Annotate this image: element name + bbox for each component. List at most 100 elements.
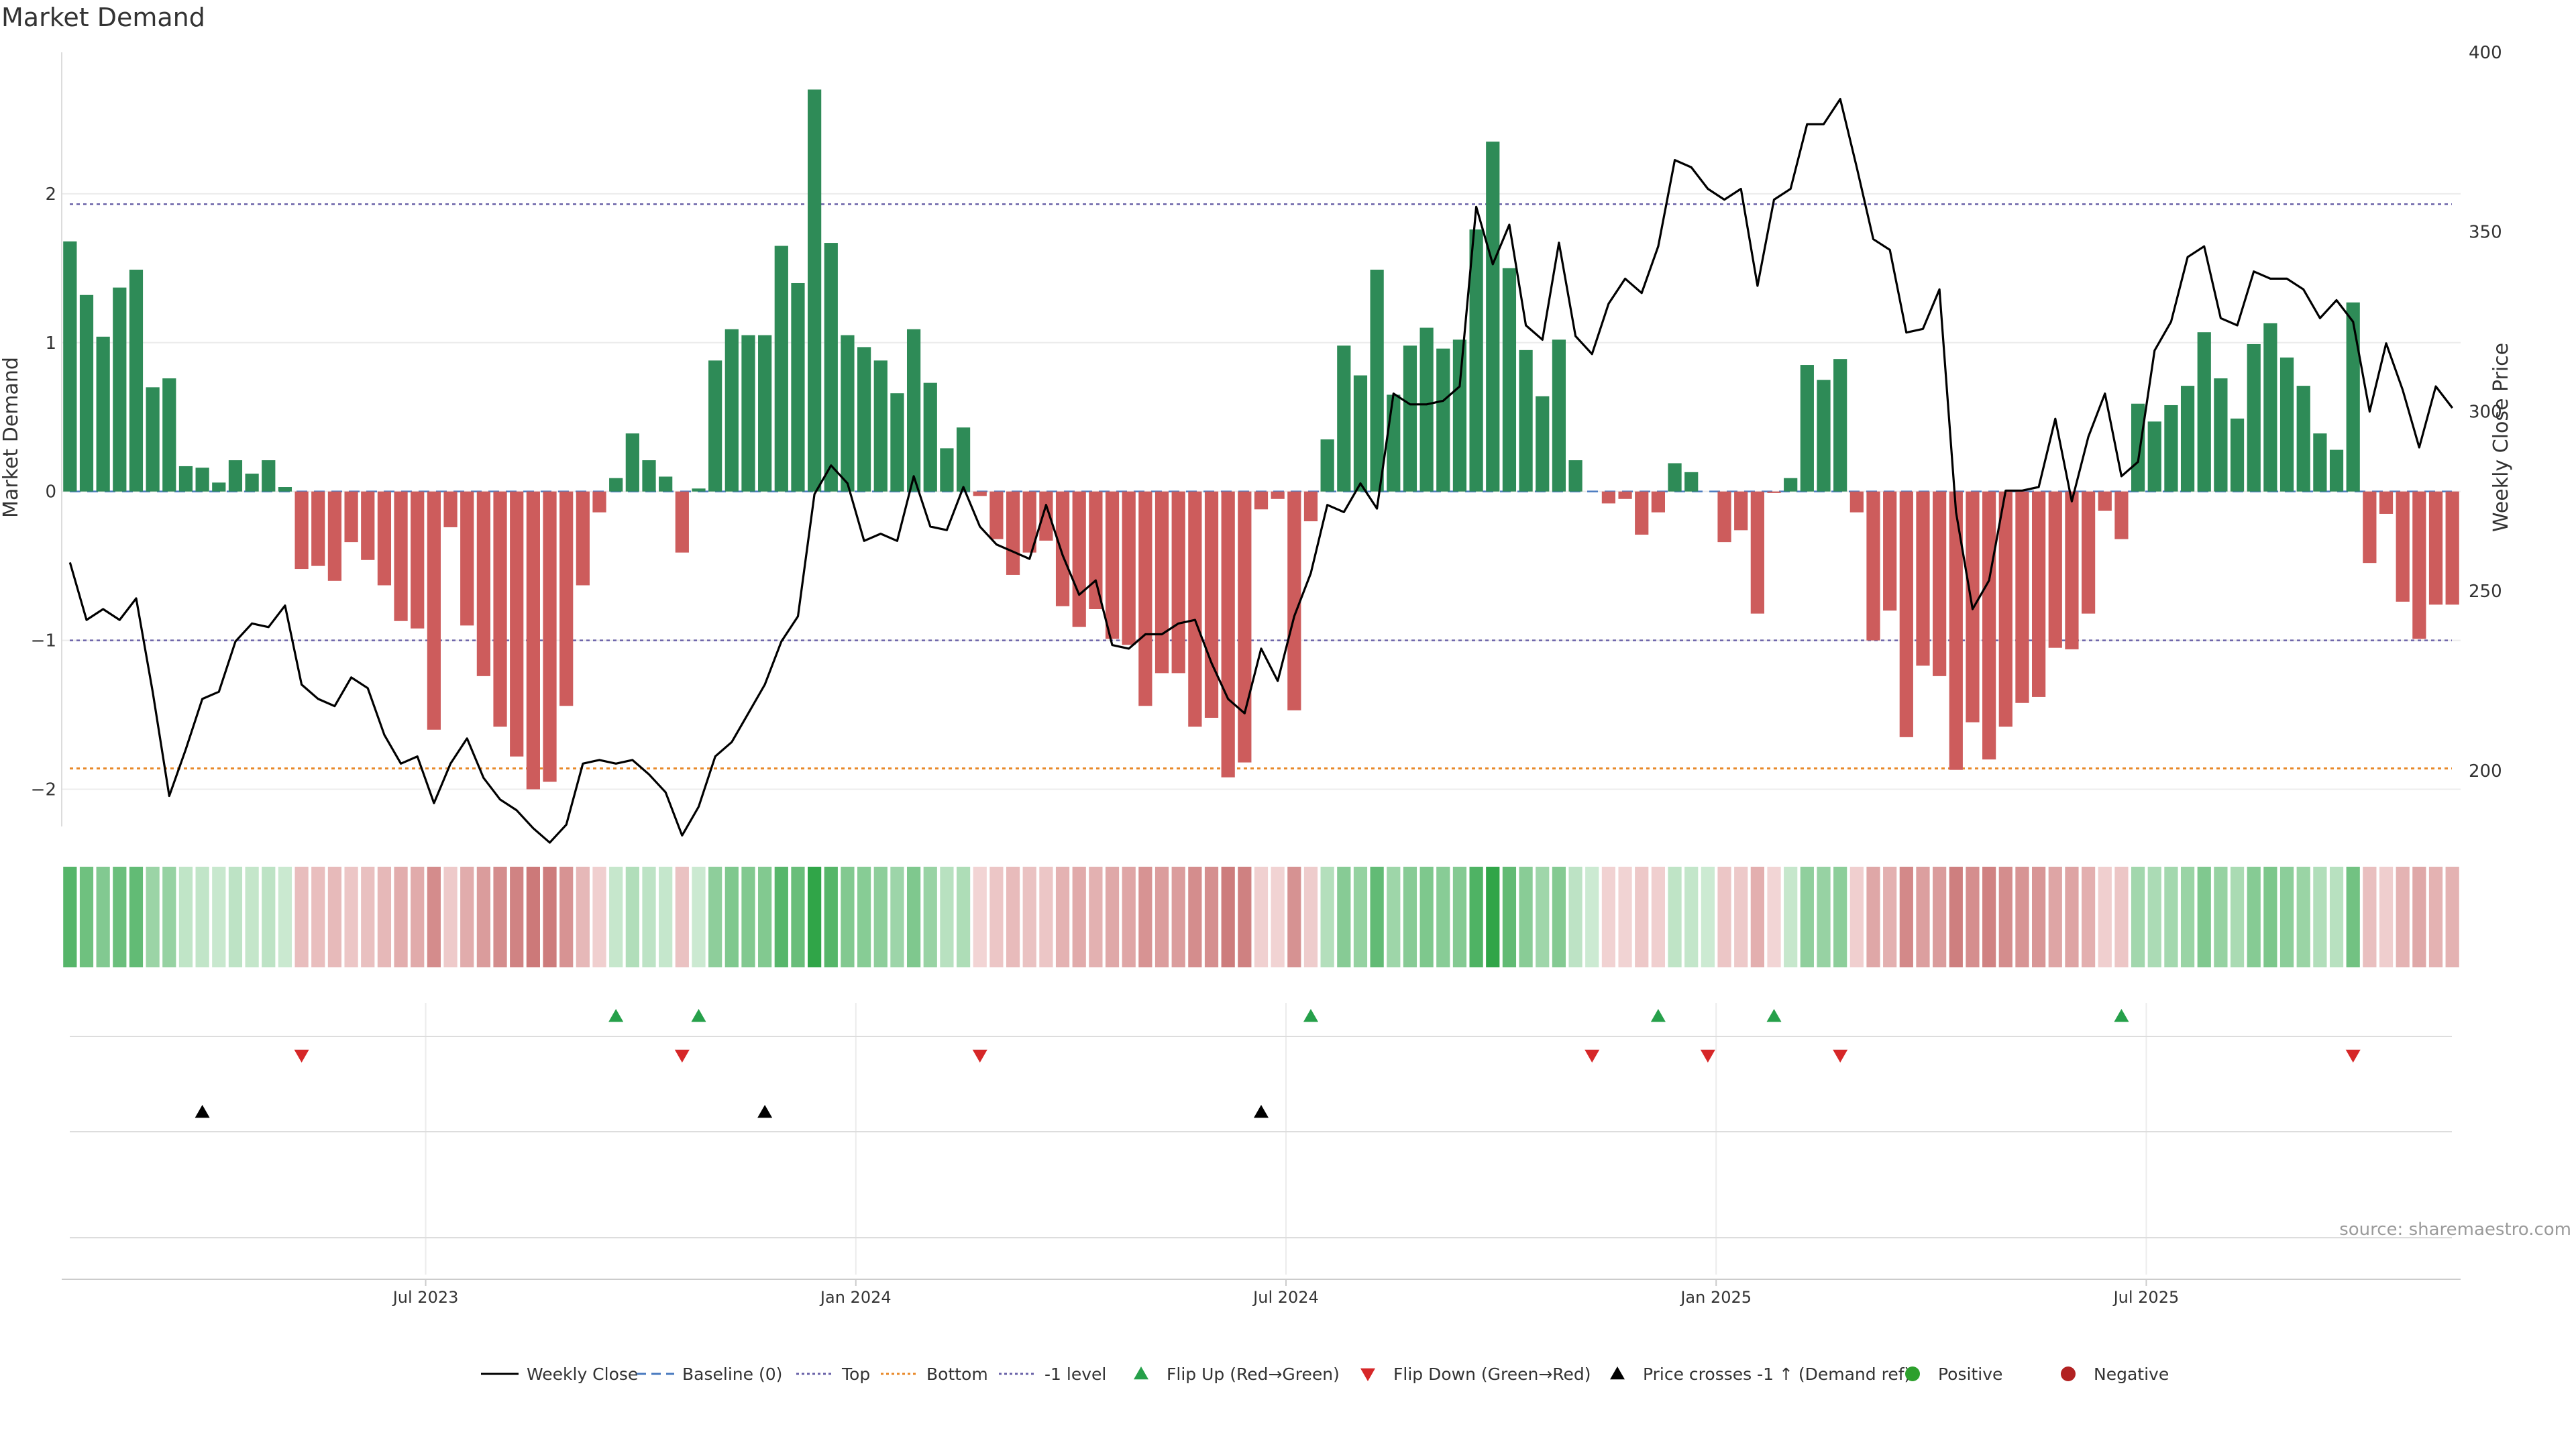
y-tick-label: −1 bbox=[31, 631, 56, 651]
demand-bar bbox=[1982, 491, 1996, 760]
heat-strip-cell bbox=[178, 867, 193, 967]
demand-bar bbox=[609, 478, 623, 492]
heat-strip-cell bbox=[394, 867, 408, 967]
heat-strip-cell bbox=[460, 867, 474, 967]
heat-strip-cell bbox=[162, 867, 176, 967]
demand-bar bbox=[79, 294, 94, 492]
flip-up-marker bbox=[1766, 1009, 1782, 1022]
demand-bar bbox=[2396, 491, 2410, 602]
demand-bar bbox=[1800, 365, 1814, 492]
demand-bar bbox=[1767, 491, 1781, 493]
demand-bar bbox=[642, 460, 656, 492]
heat-strip-cell bbox=[1933, 867, 1947, 967]
demand-bar bbox=[2164, 405, 2178, 492]
heat-strip-cell bbox=[1204, 867, 1219, 967]
y-tick-label: 1 bbox=[45, 333, 56, 354]
legend-item: Weekly Close bbox=[481, 1364, 638, 1384]
demand-bar bbox=[1635, 491, 1649, 535]
demand-bar bbox=[2247, 343, 2261, 492]
demand-bar bbox=[1403, 345, 1417, 492]
heat-strip-cell bbox=[493, 867, 507, 967]
heat-strip-cell bbox=[2214, 867, 2228, 967]
heat-strip-cell bbox=[2065, 867, 2079, 967]
heat-strip-cell bbox=[1370, 867, 1384, 967]
heat-strip-cell bbox=[262, 867, 276, 967]
demand-bar bbox=[1916, 491, 1930, 666]
heat-strip-cell bbox=[1849, 867, 1864, 967]
demand-bar bbox=[493, 491, 507, 727]
heat-strip-cell bbox=[2412, 867, 2426, 967]
heat-strip-cell bbox=[2263, 867, 2277, 967]
y2-tick-label: 400 bbox=[2469, 43, 2502, 63]
heat-strip-cell bbox=[1833, 867, 1847, 967]
heat-strip-cell bbox=[1998, 867, 2012, 967]
x-tick-label: Jul 2024 bbox=[1252, 1288, 1319, 1307]
demand-bar bbox=[510, 491, 524, 757]
demand-bar bbox=[873, 360, 888, 492]
demand-bar bbox=[1022, 491, 1036, 553]
legend-item: Positive bbox=[1905, 1364, 2002, 1384]
demand-bar bbox=[195, 468, 209, 492]
heat-strip-cell bbox=[1651, 867, 1666, 967]
legend-item: Flip Down (Green→Red) bbox=[1360, 1364, 1591, 1384]
heat-strip-cell bbox=[113, 867, 127, 967]
demand-bar bbox=[1750, 491, 1764, 614]
demand-bar bbox=[692, 488, 706, 492]
demand-bar bbox=[212, 482, 226, 492]
demand-bar bbox=[1933, 491, 1947, 676]
demand-bar bbox=[2081, 491, 2096, 614]
heat-strip-cell bbox=[2015, 867, 2029, 967]
demand-bar bbox=[1899, 491, 1913, 737]
demand-bar bbox=[841, 335, 855, 492]
legend-swatch bbox=[1360, 1368, 1375, 1381]
heat-strip-cell bbox=[1784, 867, 1798, 967]
heat-strip-cell bbox=[1188, 867, 1202, 967]
demand-heat-strip bbox=[63, 867, 2459, 967]
demand-bar bbox=[361, 491, 375, 560]
heat-strip-cell bbox=[559, 867, 574, 967]
flip-up-marker bbox=[1650, 1009, 1666, 1022]
legend-label: Flip Up (Red→Green) bbox=[1167, 1364, 1340, 1384]
demand-bar bbox=[1072, 491, 1086, 627]
demand-bar bbox=[2263, 323, 2277, 492]
demand-bar bbox=[311, 491, 325, 566]
y-tick-label: 2 bbox=[45, 184, 56, 205]
demand-bar bbox=[625, 433, 639, 492]
heat-strip-cell bbox=[2164, 867, 2178, 967]
legend-item: Flip Up (Red→Green) bbox=[1134, 1364, 1340, 1384]
legend-item: Baseline (0) bbox=[637, 1364, 782, 1384]
demand-bar bbox=[576, 491, 590, 586]
heat-strip-cell bbox=[443, 867, 458, 967]
y-tick-label: 0 bbox=[45, 482, 56, 502]
demand-bar bbox=[2346, 302, 2360, 492]
demand-bar bbox=[2114, 491, 2129, 539]
heat-strip-cell bbox=[510, 867, 524, 967]
legend-label: Positive bbox=[1938, 1364, 2002, 1384]
heat-strip-cell bbox=[228, 867, 243, 967]
demand-bar bbox=[1469, 229, 1483, 492]
heat-strip-cell bbox=[2114, 867, 2129, 967]
heat-strip-cell bbox=[659, 867, 673, 967]
y-axis-label: Market Demand bbox=[0, 357, 23, 518]
heat-strip-cell bbox=[1502, 867, 1517, 967]
demand-bar bbox=[2065, 491, 2079, 649]
demand-bar bbox=[1221, 491, 1235, 777]
demand-bar bbox=[659, 476, 673, 492]
demand-bar bbox=[262, 460, 276, 492]
heat-strip-cell bbox=[1055, 867, 1070, 967]
heat-strip-cell bbox=[1287, 867, 1301, 967]
heat-strip-cell bbox=[377, 867, 392, 967]
demand-bar bbox=[1651, 491, 1666, 513]
legend-label: Bottom bbox=[926, 1364, 988, 1384]
demand-bar bbox=[824, 243, 838, 492]
heat-strip-cell bbox=[1072, 867, 1086, 967]
demand-bar bbox=[2098, 491, 2112, 511]
demand-bar bbox=[1949, 491, 1963, 770]
demand-bar bbox=[427, 491, 441, 730]
heat-strip-cell bbox=[1966, 867, 1980, 967]
page-title: Market Demand bbox=[1, 3, 205, 32]
heat-strip-cell bbox=[1668, 867, 1682, 967]
heat-strip-cell bbox=[1717, 867, 1731, 967]
y2-tick-label: 200 bbox=[2469, 761, 2502, 782]
heat-strip-cell bbox=[2313, 867, 2327, 967]
